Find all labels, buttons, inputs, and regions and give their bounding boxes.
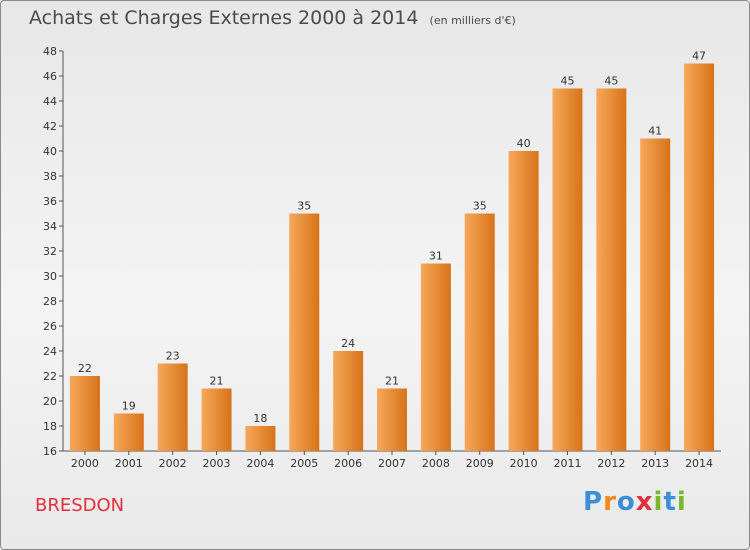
x-tick-label: 2000: [71, 457, 99, 470]
bar-value-label: 45: [604, 75, 618, 88]
x-tick-label: 2014: [685, 457, 713, 470]
bar: [684, 63, 715, 451]
bar-value-label: 35: [473, 200, 487, 213]
y-tick-label: 32: [43, 245, 57, 258]
x-tick-label: 2004: [246, 457, 274, 470]
chart-title: Achats et Charges Externes 2000 à 2014: [29, 7, 419, 29]
bar: [69, 376, 100, 451]
bar: [552, 88, 583, 451]
logo-letter: r: [603, 487, 617, 517]
logo-letter: x: [635, 487, 654, 517]
chart-title-block: Achats et Charges Externes 2000 à 2014 (…: [29, 7, 516, 29]
bar: [333, 351, 364, 451]
y-tick-label: 44: [43, 95, 57, 108]
bar-value-label: 21: [210, 375, 224, 388]
bar: [464, 213, 495, 451]
bar-value-label: 47: [692, 50, 706, 63]
chart-bars: [69, 63, 715, 451]
y-tick-label: 46: [43, 70, 57, 83]
bar: [201, 388, 232, 451]
bar: [640, 138, 671, 451]
y-tick-label: 30: [43, 270, 57, 283]
bar-value-label: 41: [648, 125, 662, 138]
bar: [245, 426, 276, 451]
bar-value-label: 35: [297, 200, 311, 213]
x-tick-label: 2010: [510, 457, 538, 470]
x-tick-label: 2003: [203, 457, 231, 470]
bar-value-label: 18: [253, 412, 267, 425]
bar-value-label: 45: [560, 75, 574, 88]
x-tick-label: 2012: [597, 457, 625, 470]
bar-value-label: 21: [385, 375, 399, 388]
bar-value-label: 40: [517, 137, 531, 150]
chart-unit-note: (en milliers d'€): [429, 14, 516, 27]
place-name: BRESDON: [35, 495, 125, 516]
bar: [596, 88, 627, 451]
y-tick-label: 38: [43, 170, 57, 183]
bar: [377, 388, 407, 451]
logo-letter: P: [583, 487, 604, 517]
y-tick-label: 28: [43, 295, 57, 308]
bar: [157, 363, 188, 451]
bar: [420, 263, 451, 451]
y-tick-label: 40: [43, 145, 57, 158]
logo-letter: i: [653, 487, 664, 517]
x-tick-label: 2007: [378, 457, 406, 470]
y-tick-label: 20: [43, 395, 57, 408]
x-tick-label: 2006: [334, 457, 362, 470]
x-tick-label: 2011: [553, 457, 581, 470]
x-tick-label: 2013: [641, 457, 669, 470]
bar: [113, 413, 144, 451]
bar-value-label: 24: [341, 337, 355, 350]
y-tick-label: 24: [43, 345, 57, 358]
y-tick-label: 22: [43, 370, 57, 383]
bar-value-label: 19: [122, 400, 136, 413]
chart-data-labels: 22 19 23 21 18 35 24 21 31 35 40 45 45 41 47: [78, 50, 706, 426]
y-tick-label: 16: [43, 445, 57, 458]
y-tick-label: 18: [43, 420, 57, 433]
x-tick-label: 2008: [422, 457, 450, 470]
y-tick-label: 48: [43, 45, 57, 58]
bar-value-label: 31: [429, 250, 443, 263]
logo-letter: o: [616, 487, 636, 517]
y-tick-label: 42: [43, 120, 57, 133]
x-tick-label: 2009: [466, 457, 494, 470]
x-tick-label: 2002: [159, 457, 187, 470]
y-tick-label: 36: [43, 195, 57, 208]
logo-letter: i: [676, 487, 687, 517]
y-tick-label: 26: [43, 320, 57, 333]
proxiti-logo: Proxiti: [583, 487, 687, 517]
bar: [508, 151, 539, 451]
logo-letter: t: [663, 487, 677, 517]
bar: [289, 213, 320, 451]
x-tick-label: 2001: [115, 457, 143, 470]
x-tick-label: 2005: [290, 457, 318, 470]
bar-value-label: 23: [166, 350, 180, 363]
y-tick-label: 34: [43, 220, 57, 233]
bar-value-label: 22: [78, 362, 92, 375]
